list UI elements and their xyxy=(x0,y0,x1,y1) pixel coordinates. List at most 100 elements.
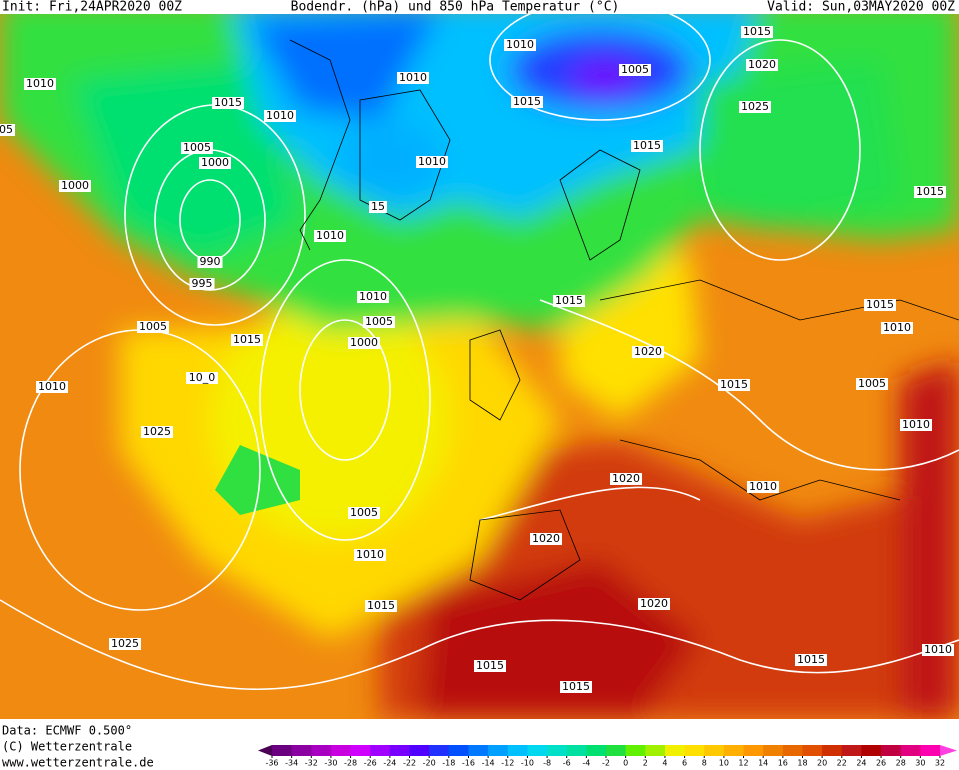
colorbar-swatch xyxy=(861,745,882,756)
colorbar-swatch xyxy=(723,745,745,756)
colorbar-swatch xyxy=(841,745,862,756)
isobar-label: 1000 xyxy=(61,179,89,192)
colorbar-label: -22 xyxy=(403,759,416,768)
isobar-label: 1000 xyxy=(201,156,229,169)
isobar-label-box xyxy=(189,278,215,290)
isobar-label-box xyxy=(747,481,779,493)
isobar-label: 1005 xyxy=(858,377,886,390)
isobar-label: 1010 xyxy=(356,548,384,561)
colorbar-swatch xyxy=(448,745,469,756)
isobar-label-box xyxy=(631,140,663,152)
colorbar-label: 0 xyxy=(623,759,628,768)
isobar-label-box xyxy=(530,533,562,545)
isobar-label-box xyxy=(881,322,913,334)
colorbar-swatch xyxy=(743,745,764,756)
colorbar-label: 24 xyxy=(856,759,866,768)
colorbar-swatch xyxy=(763,745,784,756)
isobar-label-box xyxy=(511,96,543,108)
isobar-label-box xyxy=(369,201,387,213)
isobar-label: 1010 xyxy=(316,229,344,242)
isobar-label-box xyxy=(632,346,664,358)
colorbar-swatch xyxy=(920,745,941,756)
isobar-label-box xyxy=(553,295,585,307)
colorbar-swatch xyxy=(625,745,646,756)
isobar-label: 1005 xyxy=(183,141,211,154)
isobar-label: 1005 xyxy=(365,315,393,328)
coastlines xyxy=(289,39,959,601)
colorbar-swatch xyxy=(507,745,528,756)
isobar-label: 1010 xyxy=(266,109,294,122)
isobar-label: 1010 xyxy=(506,38,534,51)
isobar-label: 990 xyxy=(200,255,221,268)
colorbar-swatch xyxy=(409,745,430,756)
isobar-label: 1015 xyxy=(367,599,395,612)
isobar-label-box xyxy=(746,59,778,71)
isobar-label-box xyxy=(619,64,651,76)
isobar-label: 1020 xyxy=(532,532,560,545)
isobar-label: 1015 xyxy=(743,25,771,38)
colorbar-swatch xyxy=(664,745,686,756)
colorbar-swatch xyxy=(272,745,293,756)
isobar-label-box xyxy=(900,419,932,431)
colorbar-swatch xyxy=(684,745,705,756)
colorbar-label: 32 xyxy=(935,759,945,768)
isobars xyxy=(0,0,959,691)
colorbar-arrow xyxy=(940,745,957,756)
map-title: Bodendr. (hPa) und 850 hPa Temperatur (°… xyxy=(291,0,620,15)
isobar-label: 1015 xyxy=(233,333,261,346)
isobar-label: 1015 xyxy=(797,653,825,666)
isobar-label-box xyxy=(856,378,888,390)
colorbar-swatch xyxy=(527,745,548,756)
colorbar-swatch xyxy=(566,745,587,756)
colorbar-swatch xyxy=(311,745,332,756)
colorbar-label: 12 xyxy=(738,759,748,768)
temperature-field xyxy=(0,0,959,719)
isobar-label: 1025 xyxy=(741,100,769,113)
colorbar-swatch xyxy=(291,745,312,756)
isobar-label: 1015 xyxy=(555,294,583,307)
isobar-label-box xyxy=(264,110,296,122)
isobar-label-box xyxy=(186,372,218,384)
colorbar-swatch xyxy=(782,745,803,756)
isobar-label: 1025 xyxy=(111,637,139,650)
colorbar-label: -18 xyxy=(442,759,455,768)
colorbar-label: 30 xyxy=(915,759,925,768)
isobar-label: 1015 xyxy=(513,95,541,108)
isobar-label: 05 xyxy=(0,123,13,136)
colorbar-swatch xyxy=(802,745,823,756)
isobar-label: 1010 xyxy=(749,480,777,493)
isobar-label: 1025 xyxy=(143,425,171,438)
isobar-label: 1015 xyxy=(214,96,242,109)
isobar-label-box xyxy=(109,638,141,650)
isobar-label-box xyxy=(741,26,773,38)
isobar-label: 1015 xyxy=(866,298,894,311)
isobar-label-box xyxy=(212,97,244,109)
colorbar-swatch xyxy=(389,745,411,756)
colorbar-label: 22 xyxy=(837,759,847,768)
isobar-label: 1010 xyxy=(902,418,930,431)
colorbar-swatch xyxy=(900,745,921,756)
isobar-label-box xyxy=(137,321,169,333)
colorbar-swatch xyxy=(429,745,450,756)
colorbar-label: -12 xyxy=(501,759,514,768)
colorbar-label: 2 xyxy=(643,759,648,768)
isobar-label-box xyxy=(795,654,827,666)
colorbar-label: 16 xyxy=(778,759,788,768)
isobar-label-box xyxy=(354,549,386,561)
isobar-label-box xyxy=(718,379,750,391)
isobar-label: 15 xyxy=(371,200,385,213)
isobar-label: 1020 xyxy=(640,597,668,610)
isobar-label-box xyxy=(197,256,223,268)
isobar-label-box xyxy=(610,473,642,485)
isobar-label: 1010 xyxy=(26,77,54,90)
isobar-label-box xyxy=(864,299,896,311)
isobar-label-box xyxy=(560,681,592,693)
isobar-label-box xyxy=(348,507,380,519)
colorbar-swatch xyxy=(370,745,391,756)
colorbar-label: 18 xyxy=(797,759,807,768)
isobar-label-box xyxy=(348,337,380,349)
isobar-label-box xyxy=(231,334,263,346)
isobar-label: 1010 xyxy=(883,321,911,334)
colorbar-label: -20 xyxy=(423,759,436,768)
